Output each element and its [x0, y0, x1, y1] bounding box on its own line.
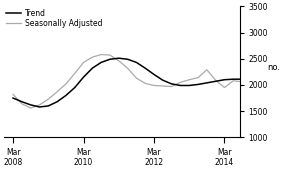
Trend [240, 78, 244, 80]
Trend [99, 61, 103, 63]
Trend [196, 83, 200, 86]
Seasonally Adjusted [135, 77, 138, 79]
Seasonally Adjusted [99, 54, 103, 56]
Seasonally Adjusted [188, 79, 191, 81]
Trend [170, 83, 173, 85]
Seasonally Adjusted [91, 56, 94, 58]
Seasonally Adjusted [143, 82, 147, 84]
Trend [267, 81, 270, 83]
Seasonally Adjusted [20, 103, 23, 105]
Seasonally Adjusted [55, 91, 59, 93]
Seasonally Adjusted [231, 80, 235, 82]
Trend [161, 79, 164, 81]
Trend [29, 104, 32, 106]
Seasonally Adjusted [223, 87, 226, 89]
Legend: Trend, Seasonally Adjusted: Trend, Seasonally Adjusted [5, 8, 103, 29]
Trend [276, 81, 279, 83]
Seasonally Adjusted [38, 104, 41, 106]
Trend [179, 84, 182, 87]
Seasonally Adjusted [205, 69, 209, 71]
Trend [82, 76, 85, 78]
Trend [117, 57, 121, 59]
Seasonally Adjusted [258, 86, 261, 88]
Trend [91, 67, 94, 69]
Trend [126, 58, 129, 60]
Seasonally Adjusted [196, 77, 200, 79]
Trend [47, 105, 50, 107]
Trend [152, 73, 156, 75]
Seasonally Adjusted [267, 83, 270, 85]
Trend [258, 80, 261, 82]
Y-axis label: no.: no. [267, 63, 280, 72]
Line: Trend: Trend [13, 28, 283, 107]
Seasonally Adjusted [82, 61, 85, 63]
Seasonally Adjusted [249, 90, 253, 92]
Trend [214, 80, 217, 82]
Trend [231, 78, 235, 80]
Seasonally Adjusted [161, 85, 164, 87]
Seasonally Adjusted [240, 81, 244, 83]
Trend [143, 67, 147, 69]
Seasonally Adjusted [47, 98, 50, 100]
Seasonally Adjusted [214, 79, 217, 81]
Trend [188, 84, 191, 87]
Seasonally Adjusted [11, 93, 15, 95]
Trend [73, 87, 76, 89]
Trend [135, 61, 138, 63]
Seasonally Adjusted [170, 86, 173, 88]
Trend [108, 58, 112, 60]
Trend [38, 106, 41, 108]
Trend [55, 101, 59, 103]
Seasonally Adjusted [152, 84, 156, 87]
Seasonally Adjusted [276, 81, 279, 83]
Seasonally Adjusted [108, 54, 112, 56]
Trend [20, 101, 23, 103]
Trend [205, 82, 209, 84]
Line: Seasonally Adjusted: Seasonally Adjusted [13, 25, 283, 108]
Seasonally Adjusted [29, 107, 32, 109]
Trend [223, 79, 226, 81]
Seasonally Adjusted [179, 81, 182, 83]
Seasonally Adjusted [126, 67, 129, 69]
Trend [249, 79, 253, 81]
Seasonally Adjusted [117, 60, 121, 62]
Seasonally Adjusted [64, 83, 68, 85]
Trend [64, 94, 68, 96]
Trend [11, 97, 15, 99]
Seasonally Adjusted [73, 72, 76, 74]
